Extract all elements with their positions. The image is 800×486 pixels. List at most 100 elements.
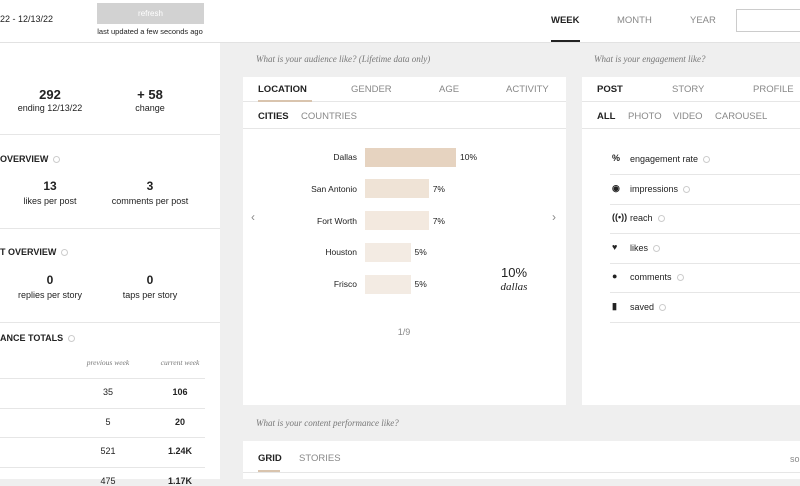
tab[interactable]: GRID <box>258 453 282 464</box>
period-tab[interactable]: YEAR <box>690 15 716 26</box>
tab[interactable]: STORIES <box>299 453 341 464</box>
section-title-text: OVERVIEW <box>0 154 49 164</box>
section-title-text: ANCE TOTALS <box>0 333 64 343</box>
change-label: change <box>135 103 165 113</box>
city-name: Fort Worth <box>317 215 357 226</box>
engagement-card <box>582 77 800 405</box>
subtab[interactable]: COUNTRIES <box>301 111 357 122</box>
stat-value: 3 <box>146 179 154 193</box>
period-tab[interactable]: MONTH <box>617 15 652 26</box>
highlight-value: 10% <box>500 265 528 280</box>
metric-icon: ◉ <box>612 182 620 193</box>
section-title: ANCE TOTALS <box>0 333 76 343</box>
cell: 1.17K <box>167 475 193 486</box>
pagination: 1/9 <box>397 327 411 337</box>
left-panel <box>0 43 220 479</box>
stat-value: 0 <box>146 273 154 287</box>
stat-label: likes per post <box>23 196 77 206</box>
section-title: OVERVIEW <box>0 154 61 164</box>
stat-label: taps per story <box>122 290 178 300</box>
bar-label: 10% <box>460 152 478 162</box>
metric-text: saved <box>630 301 655 312</box>
stat-value: 0 <box>46 273 54 287</box>
tab[interactable]: STORY <box>672 84 705 95</box>
metric-text: impressions <box>630 183 679 194</box>
metric-label: reach <box>630 214 665 223</box>
stat-label: replies per story <box>17 290 83 300</box>
section-title: T OVERVIEW <box>0 247 69 257</box>
subtab[interactable]: CITIES <box>258 111 289 122</box>
total-label: ending 12/13/22 <box>17 103 83 113</box>
tab-underline <box>258 470 280 472</box>
tab[interactable]: POST <box>597 84 623 95</box>
prev-arrow[interactable]: ‹ <box>251 210 255 224</box>
metric-icon: ▮ <box>612 300 617 311</box>
cell: 106 <box>172 387 188 397</box>
subtab[interactable]: CAROUSEL <box>715 111 768 122</box>
city-name: Dallas <box>333 152 357 162</box>
bar-label: 7% <box>432 215 445 226</box>
total: 292 <box>39 87 61 102</box>
section-title: What is your engagement like? <box>594 54 706 64</box>
metric-icon: % <box>612 153 621 163</box>
bar-label: 7% <box>432 183 445 194</box>
metric-label: comments <box>630 273 684 282</box>
metric-label: impressions <box>630 183 691 194</box>
date-range: 22 - 12/13/22 <box>0 14 54 24</box>
city-name: Frisco <box>333 279 357 290</box>
subtab[interactable]: ALL <box>597 111 616 122</box>
column-header: previous week <box>86 358 130 367</box>
tab[interactable]: GENDER <box>351 84 392 95</box>
tab-underline <box>258 100 312 102</box>
tab-underline <box>551 40 580 42</box>
metric-label: likes <box>630 242 661 253</box>
row-divider <box>0 437 205 438</box>
sort-label[interactable]: so <box>790 454 800 464</box>
row-divider <box>610 292 800 293</box>
row-divider <box>610 233 800 234</box>
next-arrow[interactable]: › <box>552 210 556 224</box>
row-divider <box>610 203 800 205</box>
period-tab[interactable]: WEEK <box>551 15 580 26</box>
change: + 58 <box>137 87 163 102</box>
stat-label: comments per post <box>111 196 189 206</box>
metric-icon: ● <box>612 271 618 281</box>
tab[interactable]: LOCATION <box>258 84 307 95</box>
metric-text: comments <box>630 272 672 282</box>
row-divider <box>0 378 205 379</box>
date-input[interactable] <box>736 9 800 32</box>
stat-value: 13 <box>43 179 57 193</box>
row-divider <box>610 262 800 264</box>
metric-label: saved <box>630 301 667 312</box>
subtab[interactable]: VIDEO <box>673 111 703 122</box>
city-name: San Antonio <box>311 183 357 194</box>
tab[interactable]: ACTIVITY <box>506 84 549 95</box>
refresh-label: refresh <box>138 9 163 18</box>
section-title: What is your audience like? (Lifetime da… <box>256 54 431 64</box>
cell: 20 <box>174 416 186 427</box>
highlight-name: dallas <box>500 281 528 293</box>
refresh-button[interactable]: refresh <box>97 3 204 24</box>
tab[interactable]: PROFILE <box>753 84 794 95</box>
metric-text: engagement rate <box>630 154 699 164</box>
audience-card <box>243 77 566 405</box>
metric-label: engagement rate <box>630 154 711 164</box>
bar-label: 5% <box>414 279 427 290</box>
row-divider <box>610 174 800 175</box>
metric-icon: ♥ <box>612 241 618 252</box>
subtab[interactable]: PHOTO <box>628 111 662 122</box>
metric-text: reach <box>630 213 653 223</box>
row-divider <box>610 321 800 323</box>
section-title-text: T OVERVIEW <box>0 247 57 257</box>
updated-text: last updated a few seconds ago <box>97 27 203 36</box>
row-divider <box>0 466 205 468</box>
row-divider <box>0 407 205 409</box>
bar <box>365 179 429 199</box>
cell: 521 <box>100 446 116 456</box>
section-title: What is your content performance like? <box>256 418 399 428</box>
column-header: current week <box>160 358 200 367</box>
tab[interactable]: AGE <box>439 84 460 95</box>
bar <box>365 274 411 294</box>
metric-text: likes <box>630 242 649 253</box>
